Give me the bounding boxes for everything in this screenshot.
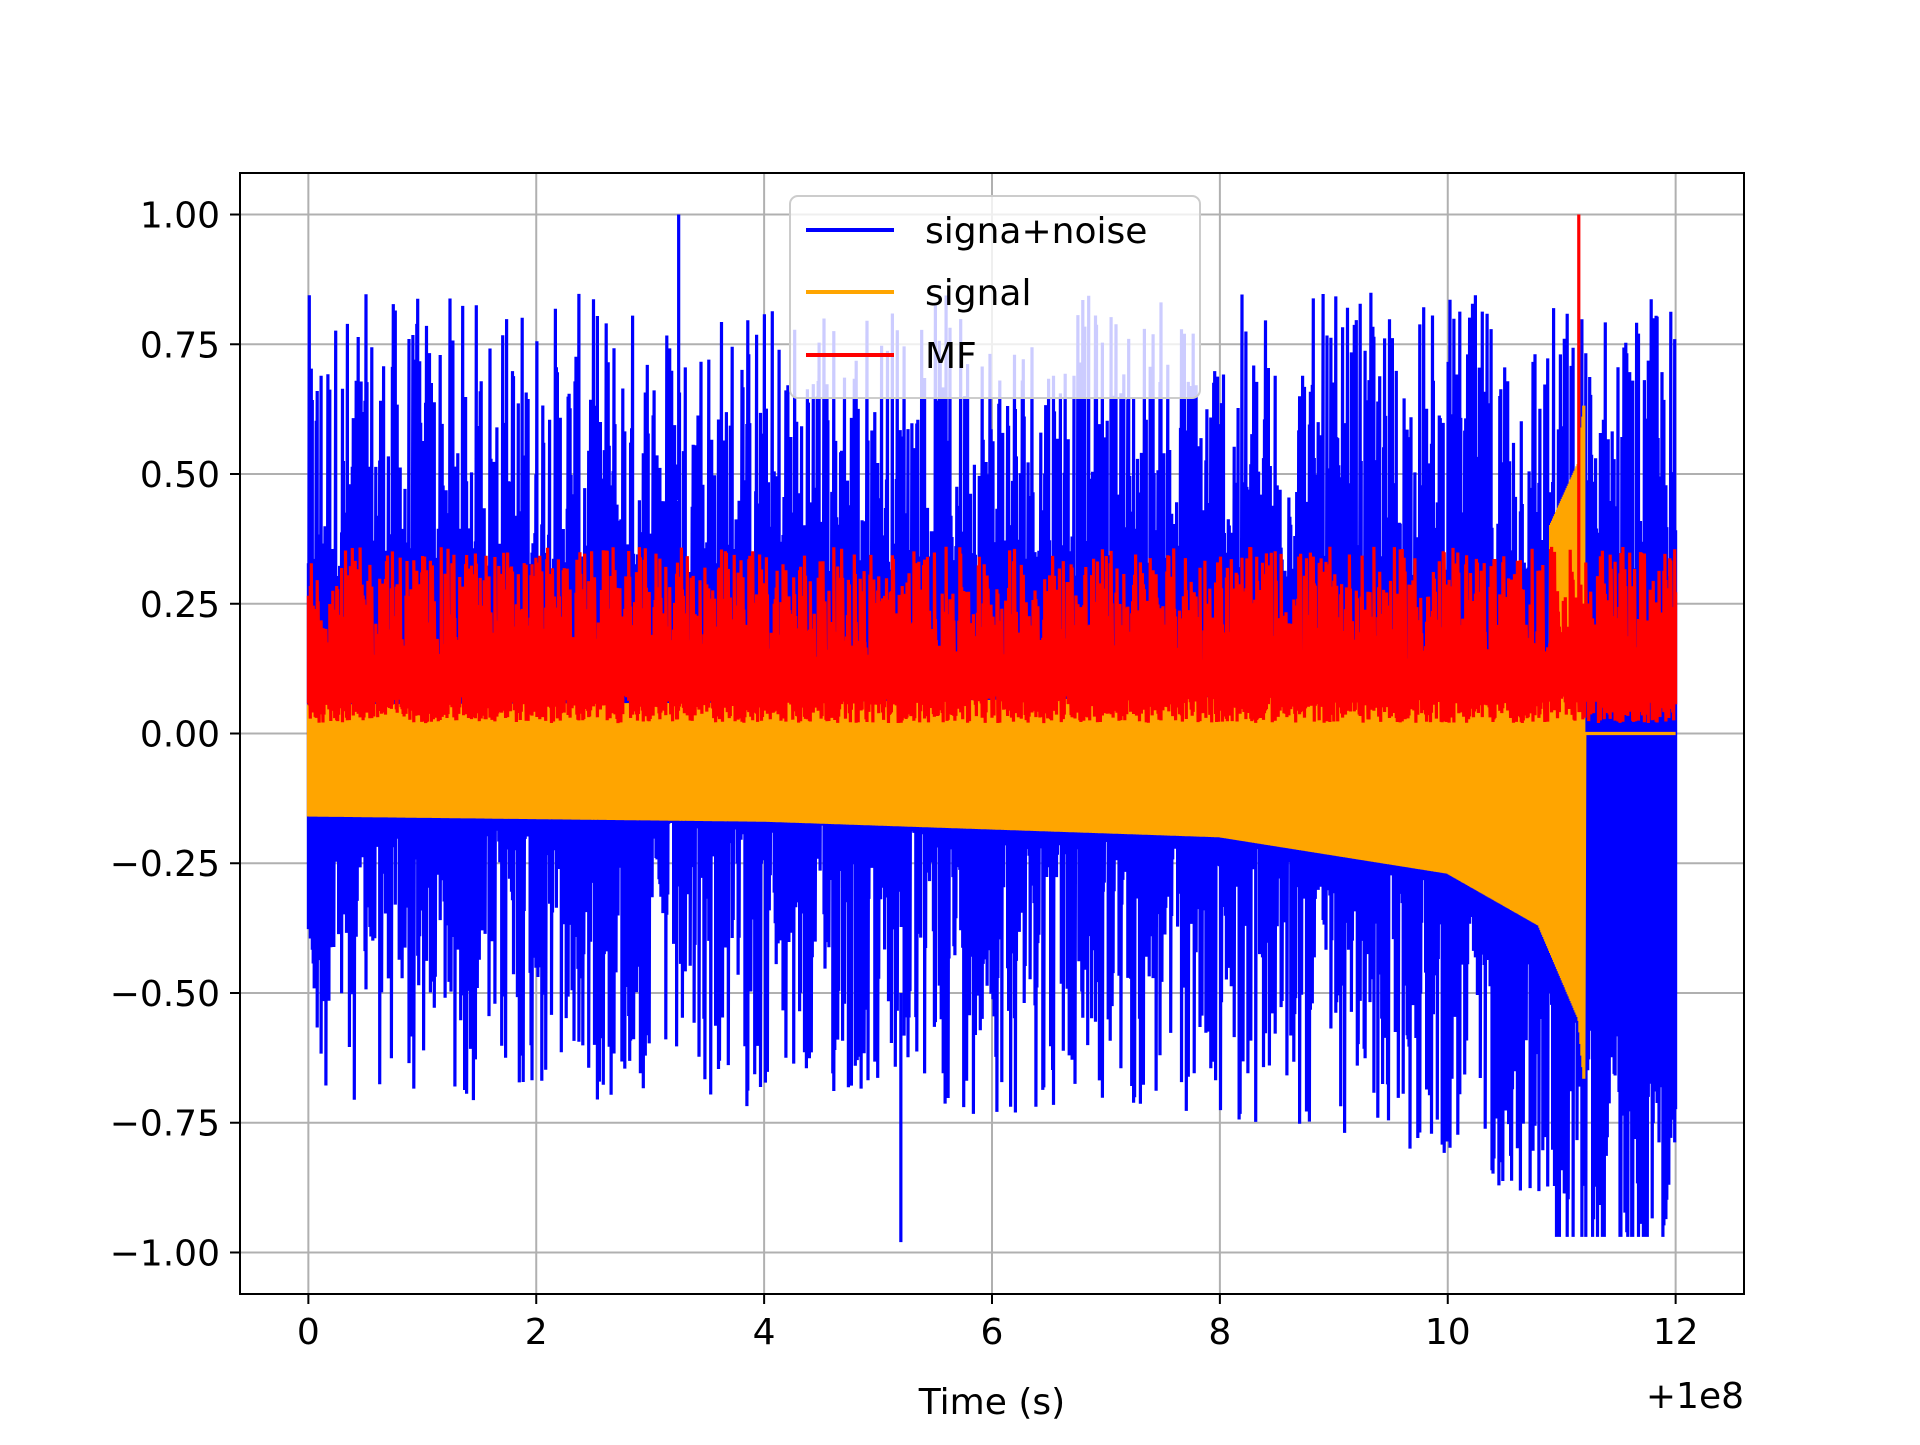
y-tick-label-1: −0.75 bbox=[110, 1104, 220, 1145]
y-tick-label-0: −1.00 bbox=[110, 1233, 220, 1274]
legend-label-mf: MF bbox=[925, 336, 977, 377]
y-tick-label-6: 0.50 bbox=[140, 455, 220, 496]
x-axis-label: Time (s) bbox=[918, 1382, 1065, 1423]
x-tick-label-0: 0 bbox=[297, 1312, 320, 1353]
legend-label-signa-noise: signa+noise bbox=[925, 211, 1147, 252]
x-tick-label-4: 8 bbox=[1208, 1312, 1231, 1353]
x-tick-label-6: 12 bbox=[1653, 1312, 1699, 1353]
y-tick-label-2: −0.50 bbox=[110, 974, 220, 1015]
y-tick-label-4: 0.00 bbox=[140, 715, 220, 756]
y-tick-label-5: 0.25 bbox=[140, 585, 220, 626]
plot-series bbox=[306, 214, 1678, 1243]
x-tick-label-1: 2 bbox=[525, 1312, 548, 1353]
legend-label-signal: signal bbox=[925, 273, 1032, 314]
y-tick-label-3: −0.25 bbox=[110, 844, 220, 885]
x-axis-ticks: 0 2 4 6 8 10 12 bbox=[297, 1294, 1699, 1353]
x-tick-label-3: 6 bbox=[981, 1312, 1004, 1353]
x-tick-label-2: 4 bbox=[753, 1312, 776, 1353]
legend-box bbox=[789, 195, 1201, 399]
legend: signa+noise signal MF bbox=[789, 195, 1201, 399]
y-tick-label-7: 0.75 bbox=[140, 325, 220, 366]
series-line-mf bbox=[306, 214, 1678, 724]
y-tick-label-8: 1.00 bbox=[140, 196, 220, 237]
x-axis-offset-label: +1e8 bbox=[1646, 1376, 1744, 1417]
series-line-signal bbox=[306, 405, 1676, 1079]
y-axis-ticks: −1.00 −0.75 −0.50 −0.25 0.00 0.25 0.50 0.75 1.00 bbox=[110, 196, 240, 1274]
x-tick-label-5: 10 bbox=[1425, 1312, 1471, 1353]
